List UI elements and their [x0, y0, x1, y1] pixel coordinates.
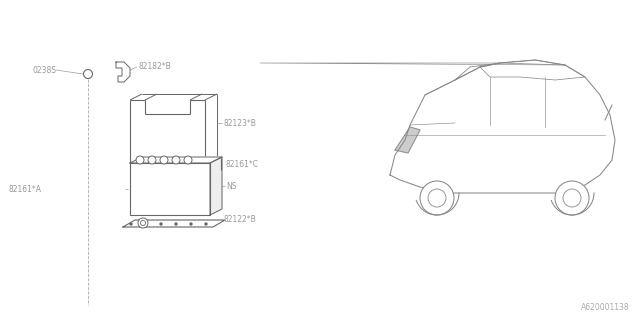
Polygon shape	[123, 220, 225, 227]
Circle shape	[205, 223, 207, 225]
Text: 82182*B: 82182*B	[138, 61, 171, 70]
Circle shape	[148, 156, 156, 164]
Circle shape	[141, 220, 145, 226]
Circle shape	[184, 156, 192, 164]
Circle shape	[190, 223, 192, 225]
Polygon shape	[130, 157, 222, 163]
Text: A620001138: A620001138	[581, 303, 630, 312]
Circle shape	[160, 156, 168, 164]
Text: NS: NS	[226, 181, 237, 190]
Circle shape	[136, 156, 144, 164]
Text: 0238S: 0238S	[32, 66, 56, 75]
Text: 82161*A: 82161*A	[8, 185, 41, 194]
Circle shape	[160, 223, 162, 225]
Circle shape	[138, 218, 148, 228]
Circle shape	[420, 181, 454, 215]
Circle shape	[175, 223, 177, 225]
Polygon shape	[210, 157, 222, 215]
Circle shape	[555, 181, 589, 215]
Polygon shape	[395, 127, 420, 153]
Circle shape	[145, 223, 147, 225]
Text: 82122*B: 82122*B	[223, 215, 256, 225]
Text: 82161*C: 82161*C	[225, 159, 258, 169]
Circle shape	[83, 69, 93, 78]
Circle shape	[563, 189, 581, 207]
Text: 82123*B: 82123*B	[223, 118, 256, 127]
Circle shape	[130, 223, 132, 225]
Circle shape	[172, 156, 180, 164]
Circle shape	[428, 189, 446, 207]
Bar	[130, 163, 210, 215]
